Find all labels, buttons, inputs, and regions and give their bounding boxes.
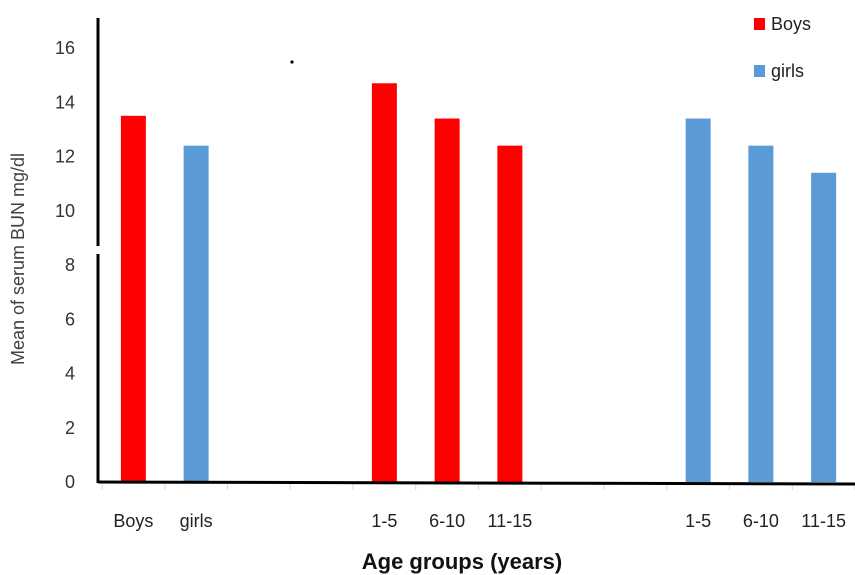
x-axis-label: Age groups (years) (362, 549, 563, 574)
legend-swatch-girls (754, 65, 765, 77)
x-category-label: Boys (113, 511, 153, 531)
x-axis-line (97, 480, 855, 486)
x-category-label: girls (180, 511, 213, 531)
legend-swatch-boys (754, 18, 765, 30)
bar-girls-6-10 (748, 145, 774, 482)
x-category-labels: Boys girls 1-5 6-10 11-15 1-5 6-10 11-15 (113, 511, 846, 531)
bar-boys-boys (120, 115, 146, 482)
y-tick-label: 12 (55, 147, 75, 167)
y-tick-label: 6 (65, 309, 75, 329)
y-tick-label: 4 (65, 364, 75, 384)
x-category-label: 1-5 (685, 511, 711, 531)
y-tick-label: 2 (65, 418, 75, 438)
bar-girls-11-15 (811, 172, 837, 482)
bar-boys-1-5 (371, 83, 397, 482)
y-tick-labels: 0 2 4 6 8 10 12 14 16 (55, 38, 75, 492)
x-category-label: 6-10 (743, 511, 779, 531)
y-tick-label: 16 (55, 38, 75, 58)
bar-girls-1-5 (685, 118, 711, 483)
x-category-label: 11-15 (801, 511, 846, 531)
x-category-label: 1-5 (371, 511, 397, 531)
legend: Boys girls (754, 14, 811, 81)
y-tick-label: 14 (55, 92, 75, 112)
legend-label-girls: girls (771, 61, 804, 81)
bars-group (120, 83, 837, 483)
bar-boys-6-10 (434, 118, 460, 483)
y-tick-label: 8 (65, 255, 75, 275)
y-tick-label: 10 (55, 201, 75, 221)
x-category-label: 6-10 (429, 511, 465, 531)
bar-girls-girls (183, 145, 209, 482)
legend-label-boys: Boys (771, 14, 811, 34)
y-tick-label: 0 (65, 472, 75, 492)
x-category-label: 11-15 (488, 511, 533, 531)
y-axis-label: Mean of serum BUN mg/dl (8, 153, 28, 365)
bar-boys-11-15 (497, 145, 523, 482)
stray-dot (290, 60, 294, 64)
